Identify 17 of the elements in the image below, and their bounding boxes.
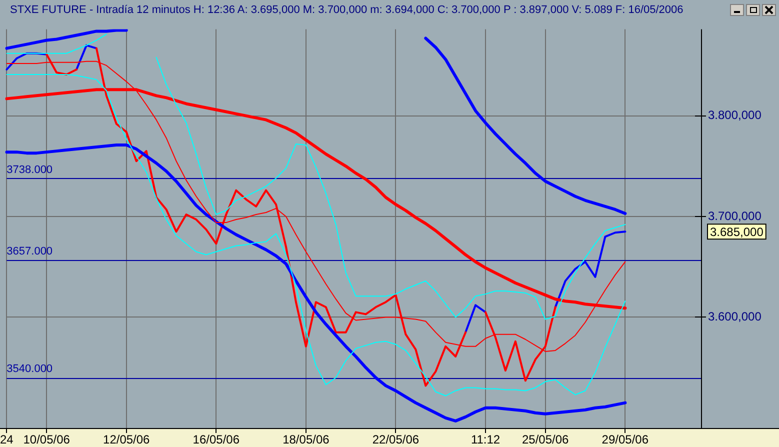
x-tick-label: 16/05/06: [192, 432, 240, 447]
ref-line-label: 3540.000: [6, 363, 53, 376]
x-tick-label: 11:12: [470, 432, 500, 447]
x-tick-label: 18/05/06: [282, 432, 330, 447]
ref-line-label: 3657.000: [6, 245, 53, 258]
x-tick-label: 10/05/06: [23, 432, 70, 447]
ref-line-label: 3738.000: [6, 164, 53, 176]
x-tick-label: 25/05/06: [522, 432, 570, 447]
chart-title: STXE FUTURE - Intradía 12 minutos H: 12:36 A: 3.695,000 M: 3.700,000 m: 3.694,000 C: 3.700,000 P : 3.897,000 V: 5.089 F: 16/05/2006: [10, 4, 684, 16]
x-tick-label: 29/05/06: [602, 432, 649, 447]
x-tick-label: 22/05/06: [372, 432, 420, 447]
text: 3.685,000: [710, 224, 764, 239]
x-tick-label: 24: [0, 432, 14, 447]
x-tick-label: 12/05/06: [103, 432, 150, 447]
y-tick-label: 3.800,000: [708, 108, 762, 122]
y-tick-label: 3.600,000: [708, 310, 762, 324]
y-tick-label: 3.700,000: [708, 208, 762, 223]
